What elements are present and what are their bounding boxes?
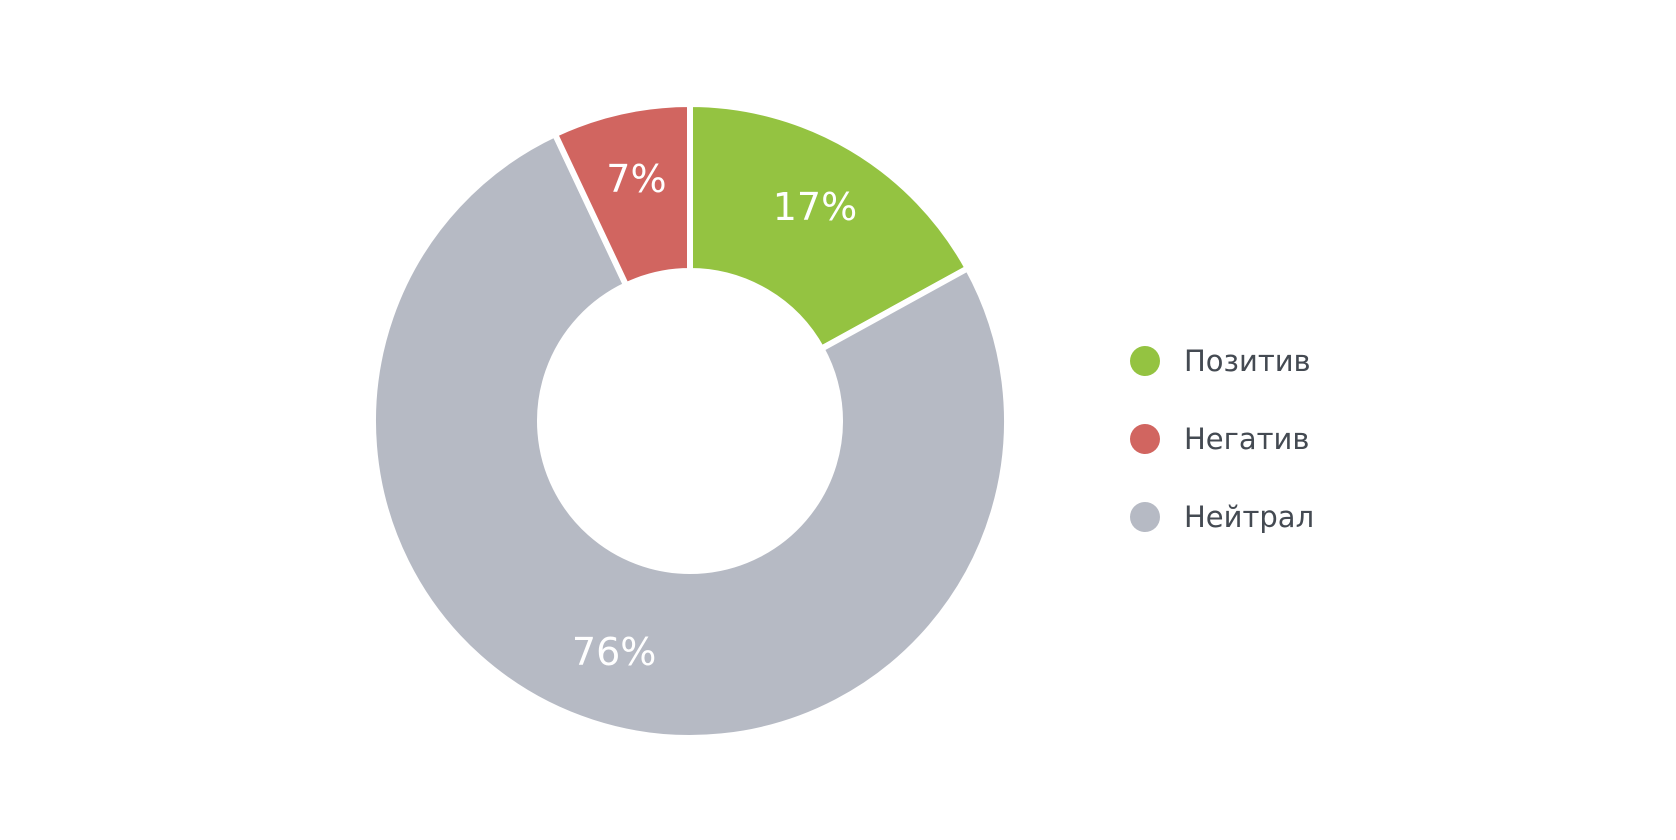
slice-neutral[interactable]: [370, 130, 1010, 741]
slice-negative[interactable]: [551, 100, 693, 290]
legend-marker-negative: [1130, 424, 1160, 454]
slice-label-positive: 17%: [773, 185, 857, 229]
chart-legend: Позитив Негатив Нейтрал: [1130, 322, 1314, 556]
legend-marker-positive: [1130, 346, 1160, 376]
slice-label-neutral: 76%: [572, 630, 656, 674]
slice-label-negative: 7%: [606, 157, 666, 201]
slice-positive[interactable]: [687, 100, 972, 353]
legend-item-neutral[interactable]: Нейтрал: [1130, 478, 1314, 556]
legend-item-positive[interactable]: Позитив: [1130, 322, 1314, 400]
legend-label-positive: Позитив: [1184, 344, 1311, 378]
legend-label-neutral: Нейтрал: [1184, 500, 1315, 534]
legend-marker-neutral: [1130, 502, 1160, 532]
slice-labels: 17% 76% 7%: [572, 157, 857, 674]
legend-label-negative: Негатив: [1184, 422, 1310, 456]
legend-item-negative[interactable]: Негатив: [1130, 400, 1314, 478]
donut-slices: [370, 100, 1010, 741]
